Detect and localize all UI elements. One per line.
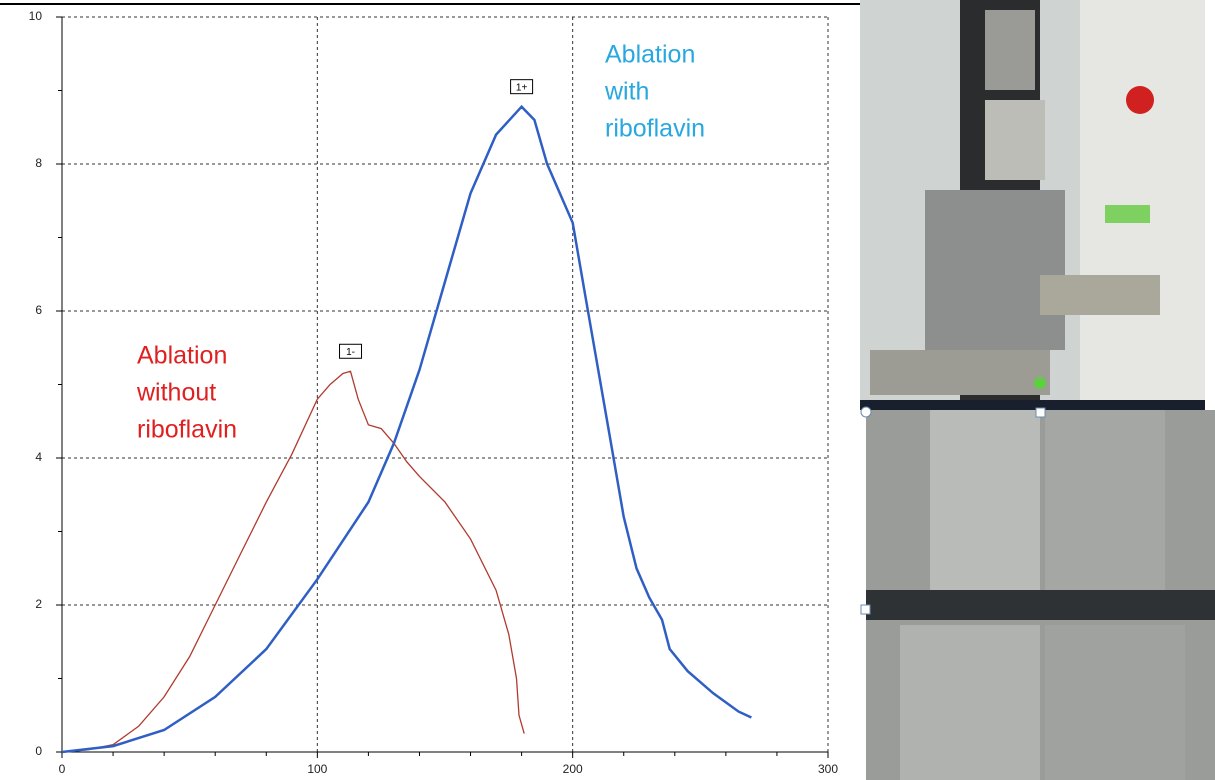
annotation: with (604, 78, 649, 106)
y-tick-label: 4 (35, 450, 42, 464)
y-tick-label: 8 (35, 156, 42, 170)
series-line (61, 104, 752, 754)
photo-bottom (860, 406, 1215, 780)
y-tick-label: 10 (29, 9, 43, 23)
y-tick-label: 0 (35, 744, 42, 758)
annotation: without (136, 379, 216, 407)
peak-label: 1- (346, 347, 355, 358)
x-tick-label: 100 (307, 762, 327, 776)
peak-label-box (339, 343, 363, 359)
annotation: riboflavin (137, 416, 237, 444)
x-tick-label: 200 (563, 762, 583, 776)
y-tick-label: 2 (35, 597, 42, 611)
annotation: Ablation (605, 41, 695, 69)
peak-label: 1+ (516, 82, 528, 93)
series-line (61, 370, 525, 753)
annotation: riboflavin (605, 115, 705, 143)
y-tick-label: 6 (35, 303, 42, 317)
x-tick-label: 300 (818, 762, 838, 776)
annotation: Ablation (137, 342, 227, 370)
x-tick-label: 0 (59, 762, 66, 776)
photo-top (860, 0, 1205, 400)
peak-label-box (510, 79, 534, 95)
